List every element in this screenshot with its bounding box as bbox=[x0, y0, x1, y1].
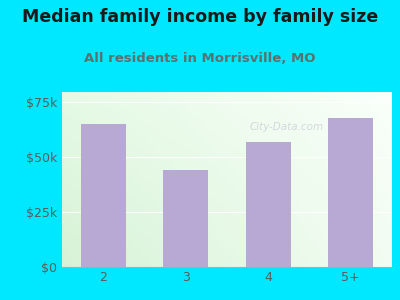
Text: All residents in Morrisville, MO: All residents in Morrisville, MO bbox=[84, 52, 316, 65]
Bar bbox=[163, 170, 208, 267]
Bar bbox=[246, 142, 291, 267]
Text: City-Data.com: City-Data.com bbox=[249, 122, 324, 132]
Bar bbox=[80, 124, 126, 267]
Bar bbox=[328, 118, 374, 267]
Text: Median family income by family size: Median family income by family size bbox=[22, 8, 378, 26]
